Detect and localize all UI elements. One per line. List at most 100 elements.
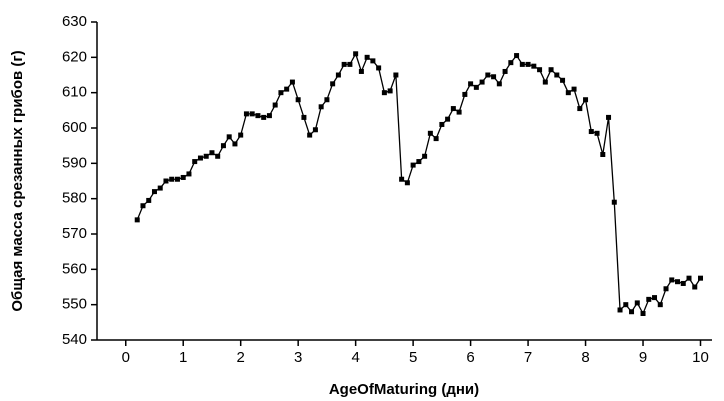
y-tick-label: 590	[62, 154, 87, 171]
marker	[272, 102, 278, 108]
marker	[473, 84, 479, 90]
x-tick-label: 0	[122, 349, 130, 366]
marker	[341, 61, 347, 67]
marker	[617, 307, 623, 313]
marker	[680, 280, 686, 286]
x-tick-label: 2	[237, 349, 245, 366]
marker	[289, 79, 295, 85]
x-tick-label: 6	[466, 349, 474, 366]
marker	[249, 111, 255, 117]
y-tick-label: 610	[62, 84, 87, 101]
marker	[571, 86, 577, 92]
marker	[416, 159, 422, 165]
marker	[686, 275, 692, 281]
marker	[594, 130, 600, 136]
x-tick-label: 1	[179, 349, 187, 366]
marker	[157, 185, 163, 191]
y-tick-label: 620	[62, 48, 87, 65]
marker	[445, 116, 451, 122]
marker	[675, 279, 681, 285]
marker	[554, 72, 560, 78]
marker	[606, 114, 612, 120]
y-tick-label: 600	[62, 119, 87, 136]
y-axis-label: Общая масса срезанных грибов (г)	[9, 50, 26, 311]
marker	[456, 109, 462, 115]
marker	[692, 284, 698, 290]
x-tick-label: 5	[409, 349, 417, 366]
marker	[439, 121, 445, 127]
marker	[318, 104, 324, 110]
marker	[496, 81, 502, 87]
line	[136, 52, 702, 316]
marker	[192, 159, 198, 165]
x-tick-label: 8	[581, 349, 589, 366]
marker	[542, 79, 548, 85]
marker	[629, 309, 635, 315]
marker	[491, 74, 497, 80]
marker	[226, 134, 232, 140]
marker	[295, 97, 301, 103]
marker	[140, 203, 146, 209]
marker	[663, 286, 669, 292]
marker	[163, 178, 169, 184]
marker	[623, 302, 629, 308]
marker	[560, 77, 566, 83]
marker	[502, 68, 508, 74]
y-tick-label: 560	[62, 260, 87, 277]
marker	[146, 197, 152, 203]
y-tick-label: 570	[62, 225, 87, 242]
marker	[404, 180, 410, 186]
marker	[220, 143, 226, 149]
marker	[209, 150, 215, 156]
marker	[450, 106, 456, 112]
marker	[531, 63, 537, 69]
marker	[238, 132, 244, 138]
marker	[376, 65, 382, 71]
marker	[232, 141, 238, 147]
marker	[652, 295, 658, 301]
x-tick-label: 4	[351, 349, 359, 366]
y-tick-label: 540	[62, 331, 87, 348]
marker	[307, 132, 313, 138]
marker	[399, 176, 405, 182]
marker	[611, 199, 617, 205]
marker	[278, 90, 284, 96]
marker	[422, 153, 428, 159]
marker	[347, 61, 353, 67]
marker	[468, 81, 474, 87]
marker	[588, 129, 594, 135]
marker	[266, 113, 272, 119]
marker	[335, 72, 341, 78]
marker	[479, 79, 485, 85]
marker	[698, 275, 704, 281]
x-tick-label: 7	[524, 349, 532, 366]
marker	[583, 97, 589, 103]
marker	[353, 51, 359, 57]
marker	[577, 106, 583, 112]
marker	[565, 90, 571, 96]
marker	[169, 176, 175, 182]
marker	[646, 296, 652, 302]
x-axis-label: AgeOfMaturing (дни)	[329, 381, 479, 398]
y-tick-label: 580	[62, 190, 87, 207]
marker	[197, 155, 203, 161]
marker	[174, 176, 180, 182]
marker	[134, 217, 140, 223]
marker	[284, 86, 290, 92]
marker	[508, 60, 514, 66]
marker	[364, 54, 370, 60]
marker	[370, 58, 376, 64]
marker	[215, 153, 221, 159]
marker	[427, 130, 433, 136]
marker	[301, 114, 307, 120]
marker	[358, 68, 364, 74]
marker	[243, 111, 249, 117]
marker	[410, 162, 416, 168]
marker	[180, 174, 186, 180]
x-tick-label: 10	[692, 349, 709, 366]
marker	[657, 302, 663, 308]
marker	[669, 277, 675, 283]
marker	[387, 88, 393, 94]
marker	[485, 72, 491, 78]
